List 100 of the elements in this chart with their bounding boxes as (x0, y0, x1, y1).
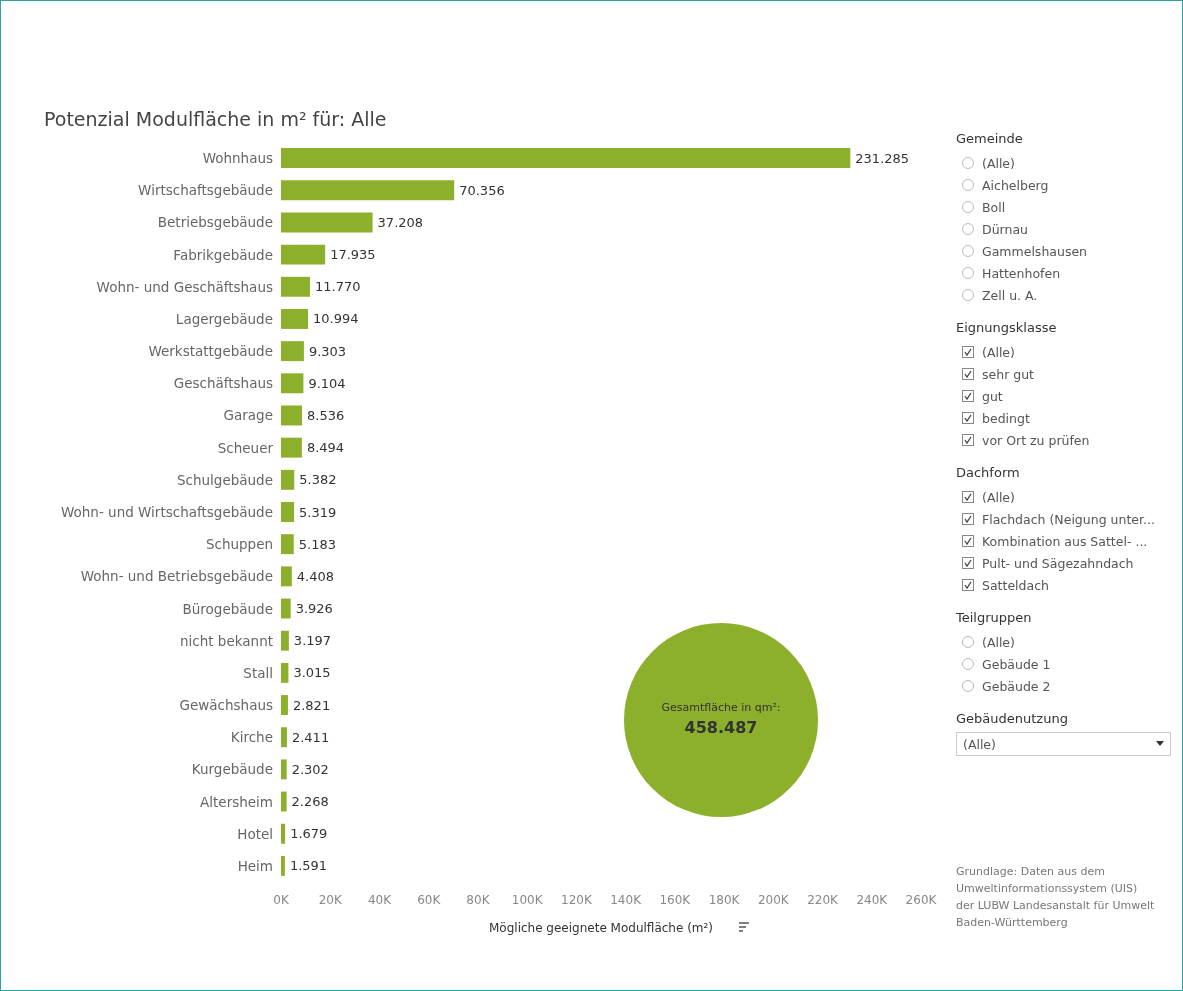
bar (281, 823, 286, 844)
bar (281, 566, 292, 587)
data-label: 2.821 (292, 697, 331, 713)
text: Grundlage: Daten aus dem Umweltinformationssystem (UIS) der LUBW Landesanstalt für Umwelt Baden-Württemberg (956, 864, 1156, 931)
data-label: 2.411 (291, 729, 330, 745)
data-label: 3.015 (293, 665, 331, 681)
y-tick-label: Gewächshaus (179, 697, 273, 714)
data-label: 1.679 (290, 826, 328, 842)
bar (281, 308, 309, 329)
x-tick-label: 200K (757, 893, 790, 907)
y-tick-label: Stall (243, 664, 273, 681)
text: (Alle) (982, 155, 1015, 171)
data-label: 70.356 (459, 182, 505, 198)
bar (281, 469, 295, 490)
data-label: 9.303 (308, 343, 347, 359)
x-axis-title: Mögliche geeignete Modulfläche (m²) (488, 921, 714, 935)
y-tick-label: Lagergebäude (175, 310, 273, 327)
data-label: 17.935 (330, 247, 376, 263)
bar (281, 373, 304, 394)
text: Teilgruppen (956, 610, 1033, 625)
annotation: 458.487 (683, 718, 759, 737)
text: Gebäudenutzung (956, 711, 1069, 726)
data-label: 5.319 (299, 504, 337, 520)
text: Satteldach (982, 577, 1049, 593)
y-tick-label: Wohn- und Betriebsgebäude (80, 568, 273, 585)
text: Gebäude 1 (982, 656, 1051, 672)
data-label: 5.183 (298, 536, 336, 552)
y-tick-label: Werkstattgebäude (148, 343, 273, 360)
y-tick-label: Betriebsgebäude (157, 214, 273, 231)
data-label: 1.591 (289, 858, 328, 874)
text: Pult- und Sägezahndach (982, 555, 1134, 571)
bar (281, 276, 310, 297)
text: Flachdach (Neigung unter... (982, 511, 1155, 527)
bar (281, 791, 287, 812)
x-tick-label: 220K (807, 893, 840, 907)
bar (281, 502, 295, 522)
y-tick-label: Garage (223, 407, 273, 424)
bar (281, 534, 294, 555)
text: (Alle) (982, 634, 1015, 650)
data-label: 37.208 (377, 214, 424, 230)
y-tick-label: Schulgebäude (176, 471, 273, 488)
data-label: 3.197 (293, 633, 332, 649)
y-tick-label: Wirtschaftsgebäude (138, 182, 273, 199)
x-tick-label: 0K (273, 893, 290, 907)
x-tick-label: 120K (560, 893, 593, 907)
text: vor Ort zu prüfen (982, 432, 1090, 448)
x-tick-label: 100K (511, 893, 544, 907)
data-label: 5.382 (299, 472, 337, 488)
y-tick-label: Scheuer (217, 439, 274, 456)
chart-title: Potenzial Modulfläche in m² für: Alle (44, 107, 387, 130)
y-tick-label: Fabrikgebäude (173, 246, 273, 263)
bar (281, 244, 326, 265)
y-tick-label: Altersheim (200, 793, 273, 810)
text: Dachform (956, 465, 1021, 480)
x-tick-label: 20K (318, 893, 343, 907)
bar (281, 598, 291, 619)
bar (281, 630, 289, 651)
y-tick-label: Geschäftshaus (173, 375, 273, 392)
x-tick-label: 80K (466, 893, 491, 907)
text: Dürnau (982, 221, 1028, 237)
text: Hattenhofen (982, 265, 1061, 281)
bar (281, 759, 287, 780)
text: (Alle) (982, 489, 1015, 505)
bar (281, 341, 304, 362)
data-label: 3.926 (295, 601, 333, 617)
data-label: 10.994 (313, 311, 359, 327)
bar (281, 695, 288, 716)
text: Gemeinde (956, 131, 1024, 146)
text: Gebäude 2 (982, 678, 1051, 694)
data-label: 9.104 (308, 375, 346, 391)
bar (281, 405, 303, 426)
bar (281, 212, 373, 233)
x-tick-label: 140K (610, 893, 643, 907)
data-label: 2.268 (291, 794, 329, 810)
data-label: 11.770 (314, 279, 361, 295)
data-label: 8.536 (307, 407, 345, 423)
x-tick-label: 240K (856, 893, 889, 907)
x-tick-label: 160K (659, 893, 692, 907)
bar (281, 437, 302, 458)
y-tick-label: Kirche (230, 729, 273, 746)
x-tick-label: 40K (367, 893, 393, 907)
y-tick-label: nicht bekannt (179, 632, 273, 649)
y-tick-label: Hotel (237, 825, 273, 842)
data-label: 4.408 (296, 568, 335, 584)
bar (281, 180, 455, 201)
bar (281, 855, 285, 876)
text: Kombination aus Sattel- ... (982, 533, 1148, 549)
bar (281, 727, 287, 748)
data-label: 231.285 (855, 150, 910, 166)
text: (Alle) (982, 344, 1015, 360)
text: gut (982, 388, 1003, 404)
x-tick-label: 260K (905, 893, 938, 907)
text: Aichelberg (982, 177, 1049, 193)
text: bedingt (982, 410, 1030, 426)
y-tick-label: Kurgebäude (191, 761, 273, 778)
bar (281, 662, 289, 683)
y-tick-label: Wohn- und Geschäftshaus (96, 278, 273, 295)
x-tick-label: 60K (417, 893, 442, 907)
y-tick-label: Wohn- und Wirtschaftsgebäude (61, 504, 273, 520)
y-tick-label: Schuppen (205, 536, 273, 553)
